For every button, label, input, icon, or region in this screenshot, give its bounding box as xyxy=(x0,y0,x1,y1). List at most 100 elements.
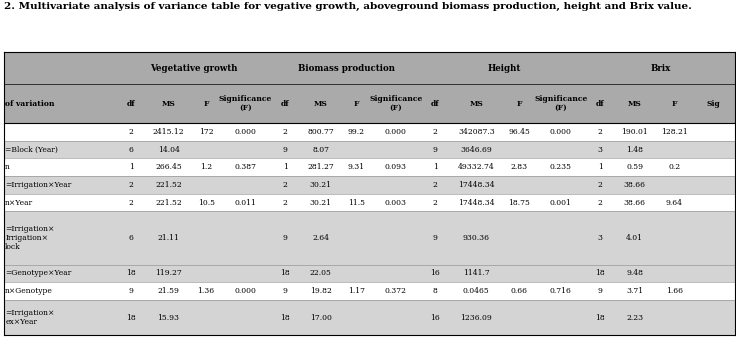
Text: 18: 18 xyxy=(595,269,605,277)
Text: 10.5: 10.5 xyxy=(198,198,215,207)
Text: 930.36: 930.36 xyxy=(463,234,489,242)
Text: 1.36: 1.36 xyxy=(197,287,215,295)
Bar xyxy=(4,212,735,265)
Text: 281.27: 281.27 xyxy=(308,163,334,171)
Text: 2415.12: 2415.12 xyxy=(153,128,185,136)
Text: Significance
(F): Significance (F) xyxy=(369,95,422,112)
Text: 16: 16 xyxy=(431,269,440,277)
Text: 1.66: 1.66 xyxy=(666,287,683,295)
Text: 17448.34: 17448.34 xyxy=(458,181,495,189)
Text: 16: 16 xyxy=(431,314,440,321)
Text: 0.000: 0.000 xyxy=(550,128,572,136)
Text: 18: 18 xyxy=(126,314,136,321)
Text: 2: 2 xyxy=(283,128,288,136)
Text: 2: 2 xyxy=(433,128,438,136)
Text: 0.0465: 0.0465 xyxy=(463,287,489,295)
Text: 2.64: 2.64 xyxy=(312,234,329,242)
Text: 1.2: 1.2 xyxy=(200,163,212,171)
Text: 0.001: 0.001 xyxy=(550,198,572,207)
Text: df: df xyxy=(281,100,289,108)
Text: 9.64: 9.64 xyxy=(666,198,683,207)
Text: 800.77: 800.77 xyxy=(308,128,334,136)
Text: 0.2: 0.2 xyxy=(668,163,680,171)
Text: 17448.34: 17448.34 xyxy=(458,198,495,207)
Text: =Block (Year): =Block (Year) xyxy=(5,146,58,154)
Text: 190.01: 190.01 xyxy=(621,128,648,136)
Text: 128.21: 128.21 xyxy=(661,128,687,136)
Text: 1: 1 xyxy=(129,163,133,171)
Text: 2.23: 2.23 xyxy=(626,314,643,321)
Text: 1: 1 xyxy=(433,163,438,171)
Text: 18: 18 xyxy=(280,269,290,277)
Text: 3646.69: 3646.69 xyxy=(461,146,492,154)
Text: 9: 9 xyxy=(283,146,288,154)
Text: df: df xyxy=(596,100,604,108)
Text: F: F xyxy=(671,100,677,108)
Text: 30.21: 30.21 xyxy=(310,181,332,189)
Text: 9: 9 xyxy=(433,234,438,242)
Text: 0.000: 0.000 xyxy=(385,128,407,136)
Text: 18.75: 18.75 xyxy=(509,198,530,207)
Text: 0.387: 0.387 xyxy=(235,163,257,171)
Text: =Genotype×Year: =Genotype×Year xyxy=(5,269,71,277)
Text: F: F xyxy=(353,100,359,108)
Text: =Irrigation×
ex×Year: =Irrigation× ex×Year xyxy=(5,309,54,326)
Text: 6: 6 xyxy=(129,146,133,154)
Text: 4.01: 4.01 xyxy=(626,234,643,242)
Text: 6: 6 xyxy=(129,234,133,242)
Text: 172: 172 xyxy=(199,128,213,136)
Text: 9: 9 xyxy=(129,287,133,295)
Text: 2: 2 xyxy=(283,181,288,189)
Text: 8.07: 8.07 xyxy=(312,146,329,154)
Bar xyxy=(4,194,735,212)
Text: 11.5: 11.5 xyxy=(348,198,365,207)
Text: 2: 2 xyxy=(598,198,603,207)
Text: 18: 18 xyxy=(280,314,290,321)
Text: 99.2: 99.2 xyxy=(348,128,365,136)
Text: 2. Multivariate analysis of variance table for vegative growth, aboveground biom: 2. Multivariate analysis of variance tab… xyxy=(4,2,692,11)
Bar xyxy=(4,282,735,300)
Text: 21.59: 21.59 xyxy=(158,287,180,295)
Text: n: n xyxy=(5,163,10,171)
Text: 0.011: 0.011 xyxy=(235,198,257,207)
Text: =Irrigation×Year: =Irrigation×Year xyxy=(5,181,71,189)
Text: 0.372: 0.372 xyxy=(385,287,407,295)
Text: df: df xyxy=(127,100,135,108)
Text: 18: 18 xyxy=(595,314,605,321)
Text: 2.83: 2.83 xyxy=(511,163,528,171)
Text: 17.00: 17.00 xyxy=(310,314,332,321)
Bar xyxy=(4,141,735,158)
Text: 0.000: 0.000 xyxy=(235,287,257,295)
Text: 0.000: 0.000 xyxy=(235,128,257,136)
Text: 1.48: 1.48 xyxy=(626,146,643,154)
Text: MS: MS xyxy=(314,100,328,108)
Text: MS: MS xyxy=(162,100,176,108)
Text: MS: MS xyxy=(470,100,484,108)
Bar xyxy=(4,176,735,194)
Text: n×Year: n×Year xyxy=(5,198,33,207)
Text: 2: 2 xyxy=(598,181,603,189)
Text: 1141.7: 1141.7 xyxy=(463,269,489,277)
Bar xyxy=(4,158,735,176)
Text: 1236.09: 1236.09 xyxy=(461,314,492,321)
Text: 8: 8 xyxy=(433,287,438,295)
Text: 3: 3 xyxy=(598,234,603,242)
Text: 0.003: 0.003 xyxy=(385,198,407,207)
Text: 2: 2 xyxy=(433,198,438,207)
Text: 1: 1 xyxy=(283,163,288,171)
Text: 38.66: 38.66 xyxy=(624,198,645,207)
Text: 266.45: 266.45 xyxy=(155,163,182,171)
Text: 3: 3 xyxy=(598,146,603,154)
Text: df: df xyxy=(431,100,439,108)
Text: Height: Height xyxy=(487,64,520,73)
Text: 38.66: 38.66 xyxy=(624,181,645,189)
Text: 0.093: 0.093 xyxy=(385,163,407,171)
Text: n×Genotype: n×Genotype xyxy=(5,287,53,295)
Text: 2: 2 xyxy=(598,128,603,136)
Text: 221.52: 221.52 xyxy=(155,198,182,207)
Text: 15.93: 15.93 xyxy=(158,314,180,321)
Bar xyxy=(4,265,735,282)
Text: 221.52: 221.52 xyxy=(155,181,182,189)
Text: 0.716: 0.716 xyxy=(550,287,572,295)
Text: 9: 9 xyxy=(598,287,603,295)
